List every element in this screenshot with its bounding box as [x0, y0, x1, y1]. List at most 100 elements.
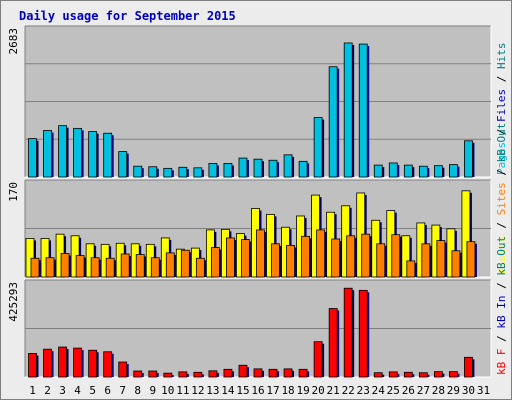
x-tick-label: 5: [89, 384, 96, 397]
x-tick-label: 7: [119, 384, 126, 397]
bar-pages-20: [313, 117, 323, 178]
bar-sites-9: [150, 257, 160, 278]
bar-kb-f-29: [449, 371, 458, 378]
side-legend: kB F / kB In / kB Out: [495, 236, 508, 375]
bar-pages-17: [268, 159, 278, 178]
bar-sites-12: [195, 257, 205, 278]
legend-separator: /: [495, 69, 508, 89]
legend-separator: /: [495, 215, 508, 235]
bar-sites-27: [421, 243, 431, 278]
x-tick-label: 28: [432, 384, 445, 397]
bar-pages-21: [328, 66, 338, 178]
x-tick-label: 4: [74, 384, 81, 397]
x-tick-label: 31: [477, 384, 490, 397]
y-scale-label: 170: [7, 182, 20, 202]
bar-kb-f-6: [103, 351, 113, 378]
y-scale-label: 425293: [7, 282, 20, 322]
x-tick-label: 11: [176, 384, 189, 397]
x-tick-label: 13: [206, 384, 219, 397]
legend-files: Files: [495, 89, 508, 122]
bar-sites-7: [120, 253, 130, 278]
bar-kb-f-10: [163, 372, 173, 378]
bar-kb-f-4: [73, 347, 83, 378]
bar-pages-26: [403, 164, 413, 178]
bar-kb-f-14: [223, 368, 233, 378]
bar-visits-30: [461, 190, 471, 278]
bar-sites-23: [361, 233, 371, 278]
bar-pages-22: [343, 42, 353, 178]
bar-pages-10: [163, 167, 173, 178]
bar-sites-17: [271, 243, 280, 278]
x-tick-label: 24: [372, 384, 386, 397]
bar-pages-24: [373, 164, 383, 178]
panel-top: 2683 Pages / Files / Hits: [7, 25, 508, 178]
bar-sites-22: [346, 235, 356, 278]
bar-pages-25: [388, 162, 398, 178]
x-tick-label: 23: [357, 384, 370, 397]
x-tick-label: 8: [134, 384, 141, 397]
legend-visits: Visits: [495, 235, 508, 275]
bar-kb-f-18: [283, 368, 293, 378]
bar-kb-f-25: [388, 371, 398, 378]
bar-pages-30: [464, 140, 473, 178]
bar-visits-1: [25, 238, 35, 278]
bar-pages-13: [208, 163, 218, 178]
bar-sites-14: [226, 237, 235, 278]
bar-sites-13: [210, 247, 220, 278]
bar-kb-f-22: [343, 287, 353, 378]
bar-sites-15: [241, 239, 250, 278]
bar-pages-5: [88, 131, 98, 178]
legend-hits: Hits: [495, 43, 508, 70]
x-tick-label: 16: [251, 384, 264, 397]
bar-sites-18: [286, 245, 295, 278]
bar-sites-25: [391, 234, 401, 278]
bar-pages-23: [358, 43, 368, 178]
bar-sites-28: [436, 240, 446, 278]
x-tick-label: 6: [104, 384, 111, 397]
bar-pages-8: [133, 165, 143, 178]
x-tick-label: 15: [236, 384, 249, 397]
panel-middle: 170 Visits / Sites / kB Out: [7, 123, 508, 278]
side-legend: Pages / Files / Hits: [495, 43, 508, 176]
x-tick-label: 20: [312, 384, 325, 397]
bar-kb-f-30: [464, 356, 473, 378]
x-tick-label: 29: [447, 384, 460, 397]
bar-sites-10: [165, 252, 175, 278]
bar-pages-29: [449, 164, 458, 178]
x-tick-label: 17: [266, 384, 279, 397]
bar-kb-f-13: [208, 370, 218, 378]
panel-bottom: 425293 kB F / kB In / kB Out: [7, 236, 508, 378]
bar-pages-18: [283, 154, 293, 178]
x-tick-label: 21: [327, 384, 340, 397]
bar-sites-20: [316, 229, 326, 278]
bar-pages-14: [223, 163, 233, 178]
bar-sites-24: [376, 243, 386, 278]
bar-kb-f-20: [313, 341, 323, 378]
bar-pages-1: [28, 138, 37, 178]
bar-kb-f-16: [253, 368, 263, 378]
bar-kb-f-12: [193, 371, 203, 378]
x-tick-label: 27: [417, 384, 430, 397]
x-tick-label: 22: [342, 384, 355, 397]
bar-kb-f-26: [403, 371, 413, 378]
bar-kb-f-5: [88, 349, 98, 378]
bar-sites-5: [90, 257, 100, 278]
bar-kb-f-23: [358, 289, 368, 378]
bar-kb-f-2: [43, 348, 52, 378]
bar-sites-19: [301, 235, 310, 278]
bar-pages-16: [253, 158, 263, 178]
bar-sites-8: [135, 254, 145, 278]
bar-pages-6: [103, 132, 113, 178]
x-tick-label: 14: [221, 384, 235, 397]
bar-pages-19: [298, 160, 308, 178]
bar-sites-30: [466, 241, 476, 278]
bar-kb-f-9: [148, 370, 158, 378]
legend-separator: /: [495, 276, 508, 296]
x-tick-label: 30: [462, 384, 475, 397]
bar-kb-f-27: [418, 372, 428, 378]
bar-kb-f-3: [58, 346, 67, 378]
x-tick-label: 3: [59, 384, 66, 397]
legend-pages: Pages: [495, 142, 508, 175]
legend-separator: /: [495, 122, 508, 142]
bar-pages-3: [58, 125, 67, 178]
